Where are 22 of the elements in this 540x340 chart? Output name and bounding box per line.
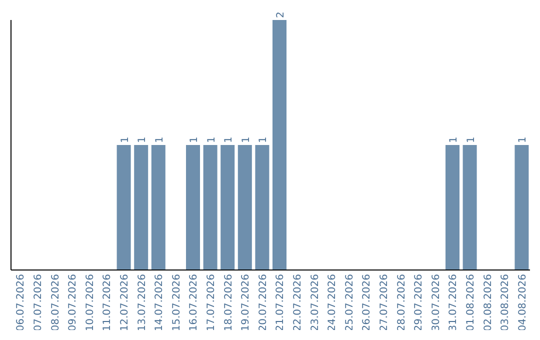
- data-label: 1: [137, 136, 148, 143]
- x-tick-label: 14.07.2026: [154, 274, 166, 332]
- x-tick-label: 18.07.2026: [223, 274, 234, 332]
- x-tick-label: 12.07.2026: [119, 274, 130, 332]
- x-tick-label: 17.07.2026: [206, 274, 217, 332]
- data-label: 1: [518, 136, 529, 143]
- x-tick-label: 11.07.2026: [102, 274, 114, 332]
- data-label: 2: [276, 12, 286, 18]
- data-label: 1: [206, 136, 218, 143]
- x-tick-label: 16.07.2026: [188, 274, 200, 332]
- data-label: 1: [120, 136, 131, 143]
- x-tick-label: 19.07.2026: [240, 274, 252, 332]
- x-tick-label: 15.07.2026: [171, 274, 182, 332]
- data-label: 1: [154, 136, 166, 143]
- data-label: 1: [240, 136, 252, 143]
- data-label: 1: [448, 136, 460, 143]
- x-tick-label: 13.07.2026: [136, 274, 148, 332]
- data-label: 1: [224, 136, 235, 143]
- data-label: 1: [466, 136, 477, 143]
- x-tick-label: 10.07.2026: [84, 274, 96, 332]
- data-label: 1: [189, 136, 200, 143]
- data-label: 1: [258, 136, 270, 143]
